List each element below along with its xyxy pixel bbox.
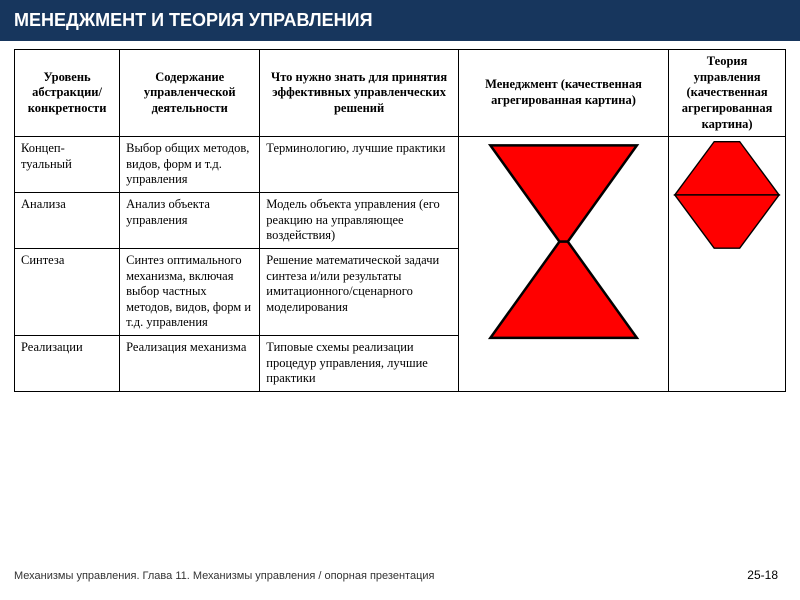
col-header-theory: Теория управления (качественная агрегиро… bbox=[669, 50, 786, 137]
cell-level: Концеп-туальный bbox=[15, 137, 120, 193]
cell-content: Анализ объекта управления bbox=[120, 193, 260, 249]
table-container: Уровень абстракции/ конкретности Содержа… bbox=[0, 41, 800, 392]
table-row: Концеп-туальный Выбор общих методов, вид… bbox=[15, 137, 786, 193]
cell-level: Реализации bbox=[15, 336, 120, 392]
col-header-management: Менеджмент (качественная агрегированная … bbox=[458, 50, 668, 137]
table-header-row: Уровень абстракции/ конкретности Содержа… bbox=[15, 50, 786, 137]
cell-knowledge: Типовые схемы реализации процедур управл… bbox=[260, 336, 459, 392]
main-table: Уровень абстракции/ конкретности Содержа… bbox=[14, 49, 786, 392]
theory-rhombus-diagram bbox=[669, 137, 785, 253]
management-diagram-cell bbox=[458, 137, 668, 392]
cell-level: Синтеза bbox=[15, 248, 120, 335]
cell-knowledge: Терминологию, лучшие практики bbox=[260, 137, 459, 193]
cell-content: Синтез оптимального механизма, включая в… bbox=[120, 248, 260, 335]
theory-diagram-cell bbox=[669, 137, 786, 392]
col-header-level: Уровень абстракции/ конкретности bbox=[15, 50, 120, 137]
page-number: 25-18 bbox=[747, 568, 778, 582]
cell-knowledge: Решение математической задачи синтеза и/… bbox=[260, 248, 459, 335]
management-hourglass-diagram bbox=[459, 137, 668, 346]
footer-text: Механизмы управления. Глава 11. Механизм… bbox=[14, 570, 434, 582]
page-title-bar: МЕНЕДЖМЕНТ И ТЕОРИЯ УПРАВЛЕНИЯ bbox=[0, 0, 800, 41]
col-header-content: Содержание управленческой деятельности bbox=[120, 50, 260, 137]
page-title: МЕНЕДЖМЕНТ И ТЕОРИЯ УПРАВЛЕНИЯ bbox=[14, 10, 373, 30]
cell-content: Реализация механизма bbox=[120, 336, 260, 392]
col-header-knowledge: Что нужно знать для принятия эффективных… bbox=[260, 50, 459, 137]
cell-level: Анализа bbox=[15, 193, 120, 249]
cell-content: Выбор общих методов, видов, форм и т.д. … bbox=[120, 137, 260, 193]
cell-knowledge: Модель объекта управления (его реакцию н… bbox=[260, 193, 459, 249]
